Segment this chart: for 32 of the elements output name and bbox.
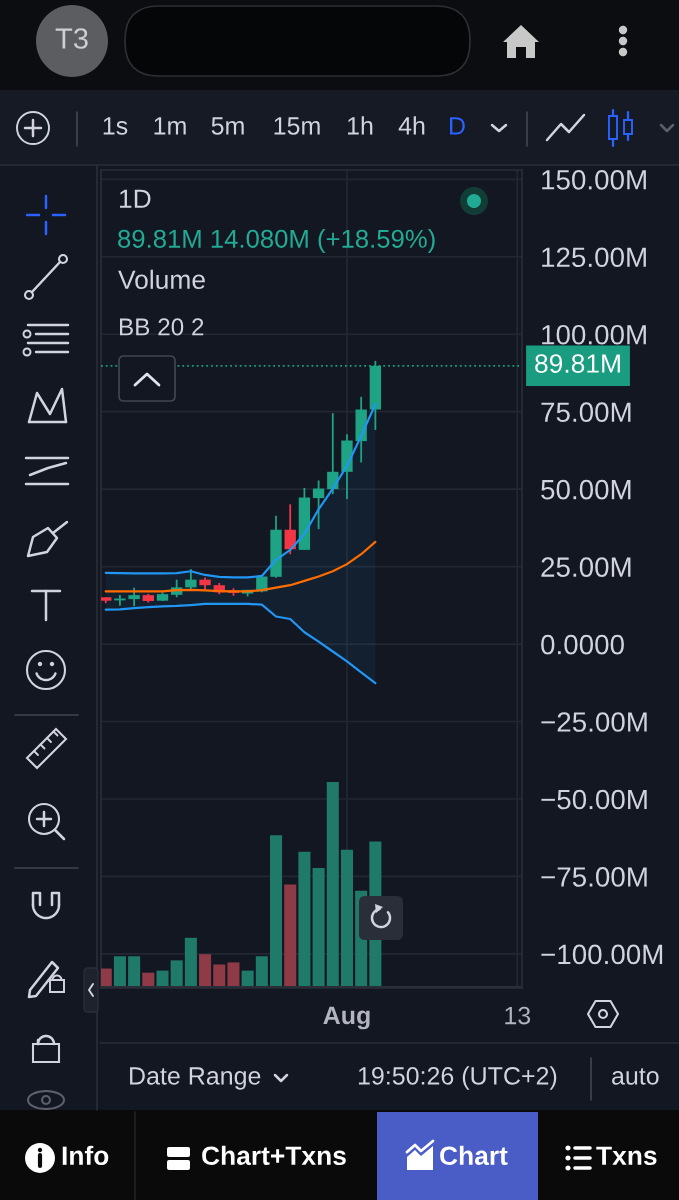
text: 4h — [398, 116, 425, 135]
x-tick-label: Aug — [323, 1006, 370, 1030]
y-tick-label: 125.00M — [542, 247, 646, 268]
y-tick-label: 150.00M — [542, 169, 646, 190]
y-tick-label: 75.00M — [541, 402, 631, 423]
text: T3 — [55, 28, 88, 49]
y-tick-label: 50.00M — [541, 479, 631, 500]
y-tick-label: −75.00M — [541, 867, 647, 887]
x-tick-label: 13 — [505, 1006, 531, 1025]
y-tick-label: 0.0000 — [541, 634, 624, 655]
ref-line-label: 89.81M — [535, 354, 620, 373]
text: Info — [62, 1145, 109, 1166]
text: Txns — [596, 1146, 657, 1166]
y-tick-label: 25.00M — [541, 557, 631, 577]
y-tick-label: −100.00M — [541, 944, 663, 965]
text: 1s — [103, 117, 128, 135]
text: Chart — [440, 1145, 508, 1166]
text: Chart+Txns — [202, 1145, 346, 1166]
y-tick-label: −50.00M — [541, 789, 647, 810]
text: 15m — [274, 117, 320, 135]
annotation: BB 20 2 — [119, 318, 204, 336]
text: 1h — [348, 116, 373, 135]
y-tick-label: 100.00M — [542, 324, 646, 345]
text: 19:50:26 (UTC+2) — [358, 1066, 557, 1090]
text: 1m — [154, 117, 186, 135]
text: D — [450, 117, 465, 135]
text: auto — [612, 1068, 659, 1085]
text: 1D — [120, 189, 151, 208]
text: Date Range — [130, 1067, 261, 1090]
text: 5m — [211, 117, 244, 135]
y-tick-label: −25.00M — [541, 712, 647, 732]
text: 89.81M 14.080M (+18.59%) — [118, 229, 435, 253]
